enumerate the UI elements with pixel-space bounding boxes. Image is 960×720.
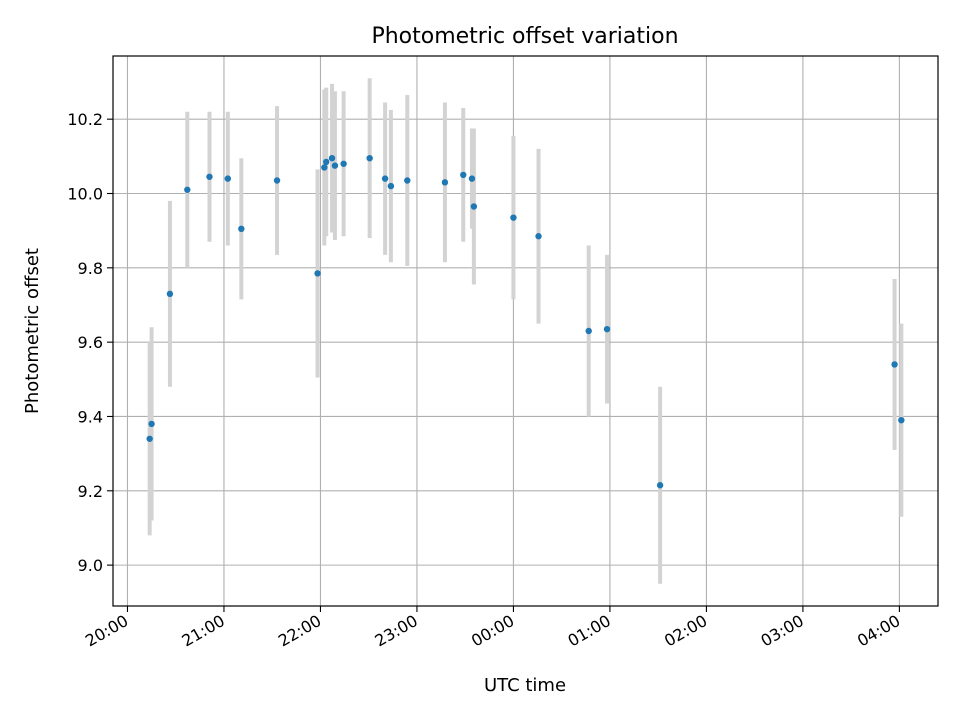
y-axis-label: Photometric offset: [22, 248, 43, 414]
data-point: [184, 186, 191, 193]
y-tick-label: 9.0: [78, 556, 103, 575]
data-point: [891, 361, 898, 368]
y-tick-label: 9.8: [78, 259, 103, 278]
plot-frame: [112, 55, 939, 607]
data-point: [166, 290, 174, 298]
data-point: [898, 416, 905, 424]
data-point: [510, 214, 517, 221]
data-point: [331, 162, 339, 169]
data-point: [404, 177, 411, 184]
data-point: [321, 164, 328, 171]
data-point: [314, 270, 321, 277]
data-point: [206, 173, 213, 180]
y-tick-label: 9.6: [78, 333, 103, 352]
grid: [113, 56, 938, 606]
data-point: [238, 225, 245, 233]
data-point: [146, 435, 153, 442]
data-point: [585, 327, 592, 335]
chart-title: Photometric offset variation: [371, 24, 678, 49]
data-point: [148, 420, 155, 428]
data-point: [366, 154, 373, 162]
data-point: [460, 171, 467, 179]
y-axis-ticks: 9.0 9.2 9.4 9.6 9.8 10.0 10.2: [67, 110, 113, 575]
data-point: [656, 482, 664, 489]
data-point: [381, 175, 389, 182]
x-axis-label: UTC time: [484, 675, 566, 696]
data-point: [603, 325, 611, 333]
data-point: [273, 177, 281, 184]
y-tick-label: 9.4: [78, 407, 103, 426]
data-points: [146, 154, 905, 489]
data-point: [387, 182, 395, 190]
data-point: [224, 175, 232, 182]
data-point: [441, 179, 449, 186]
y-tick-label: 10.0: [67, 185, 103, 204]
data-point: [323, 158, 330, 166]
data-point: [470, 203, 478, 210]
data-point: [468, 175, 476, 182]
data-point: [328, 154, 336, 162]
data-point: [535, 233, 542, 240]
data-point: [340, 160, 347, 167]
y-tick-label: 9.2: [78, 482, 103, 501]
y-tick-label: 10.2: [67, 110, 103, 129]
